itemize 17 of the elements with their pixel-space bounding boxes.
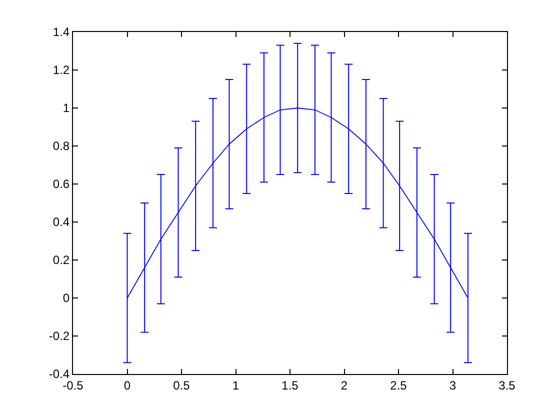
y-tick-label: -0.2 (48, 329, 70, 344)
y-tick-label: 1.4 (52, 25, 70, 40)
x-tick-label: 3 (449, 378, 456, 392)
y-tick-label: 0.8 (52, 139, 70, 154)
x-tick-label: 2.5 (390, 378, 408, 392)
y-tick-label: 1.2 (52, 63, 70, 78)
y-tick-label: 0 (62, 291, 70, 306)
y-tick-label: 0.4 (52, 215, 70, 230)
x-tick-label: 0.5 (173, 378, 190, 392)
x-tick-label: 2 (340, 378, 348, 392)
y-tick-label: 0.2 (52, 253, 70, 268)
x-tick-label: 0 (124, 378, 131, 392)
y-tick-label: 0.6 (52, 177, 70, 192)
y-tick-label: 1 (62, 101, 70, 116)
x-tick-label: 3.5 (498, 378, 516, 392)
x-tick-label: 1 (232, 378, 240, 392)
x-tick-label: 1.5 (282, 378, 299, 392)
